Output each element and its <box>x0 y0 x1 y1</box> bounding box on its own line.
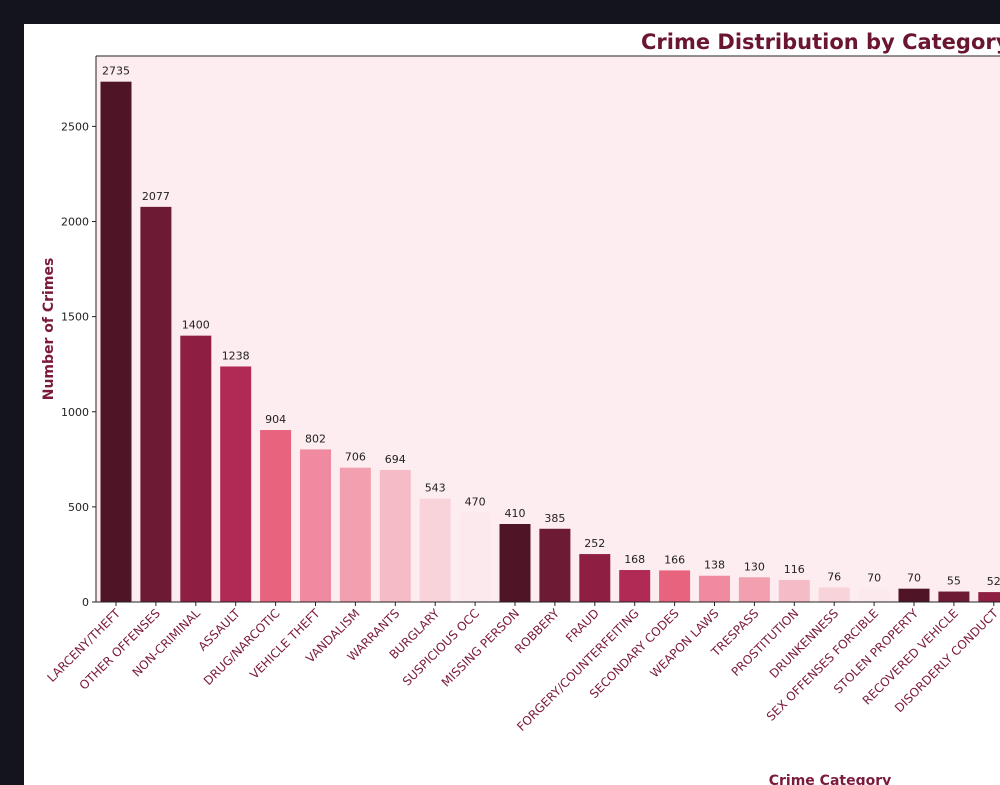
bar-value-label: 2077 <box>142 190 170 203</box>
bar <box>180 335 212 602</box>
y-tick-label: 2000 <box>61 216 89 229</box>
bar <box>419 498 451 602</box>
bar <box>938 591 970 602</box>
bar <box>659 570 691 602</box>
y-tick-label: 500 <box>68 501 89 514</box>
bar-value-label: 166 <box>664 553 685 566</box>
x-axis-label: Crime Category <box>769 773 892 785</box>
bar-value-label: 70 <box>867 572 881 585</box>
bar-value-label: 470 <box>465 496 486 509</box>
bar <box>619 570 651 602</box>
chart-figure: 2735 2077 1400 1238 904 802 706 694 543 470 410 385… <box>24 24 1000 785</box>
bar-value-label: 543 <box>425 482 446 495</box>
bar-value-label: 410 <box>505 507 526 520</box>
bar <box>339 467 371 602</box>
y-axis-ticks: 0 500 1000 1500 2000 2500 <box>61 120 96 609</box>
x-tick-label: DRUNKENNESS <box>767 606 842 681</box>
x-tick-label: ROBBERY <box>512 606 562 656</box>
bar-value-label: 904 <box>265 413 286 426</box>
bar <box>898 588 930 602</box>
bar-value-label: 70 <box>907 572 921 585</box>
bar-series <box>100 81 1000 603</box>
bar-value-label: 1238 <box>222 349 250 362</box>
bar <box>260 430 292 602</box>
bar <box>778 579 810 602</box>
bar-value-label: 130 <box>744 560 765 573</box>
bar <box>699 575 730 602</box>
bar <box>140 206 172 603</box>
bar-value-label: 252 <box>584 537 605 550</box>
bar <box>379 469 411 602</box>
y-axis-label: Number of Crimes <box>41 258 57 401</box>
bar-value-label: 706 <box>345 451 366 464</box>
bar-value-label: 385 <box>544 512 565 525</box>
bar-value-label: 55 <box>947 575 961 588</box>
bar <box>300 449 331 602</box>
bar <box>858 588 890 602</box>
bar-value-label: 76 <box>827 571 841 584</box>
bar <box>499 524 531 602</box>
bar-value-label: 802 <box>305 432 326 445</box>
bar-value-label: 52 <box>987 575 1000 588</box>
window-top-strip <box>0 0 1000 24</box>
bar-chart: 2735 2077 1400 1238 904 802 706 694 543 470 410 385… <box>41 30 1000 785</box>
data-labels: 2735 2077 1400 1238 904 802 706 694 543 470 410 385… <box>102 65 1000 588</box>
bar <box>738 577 770 602</box>
x-tick-label: VEHICLE THEFT <box>247 606 323 682</box>
bar <box>818 587 850 602</box>
x-tick-label: LARCENY/THEFT <box>44 606 123 685</box>
bar-value-label: 2735 <box>102 65 130 78</box>
y-tick-label: 1000 <box>61 406 89 419</box>
bar-value-label: 1400 <box>182 319 210 332</box>
x-tick-label: MISSING PERSON <box>439 606 522 689</box>
bar <box>978 592 1000 602</box>
chart-title: Crime Distribution by Category <box>641 30 1000 54</box>
y-tick-label: 0 <box>82 596 89 609</box>
bar-value-label: 138 <box>704 559 725 572</box>
bar <box>220 366 252 602</box>
bar <box>579 554 611 602</box>
bar <box>459 512 491 602</box>
x-tick-label: WEAPON LAWS <box>647 606 721 680</box>
y-tick-label: 2500 <box>61 120 89 133</box>
bar-value-label: 694 <box>385 453 406 466</box>
x-tick-label: FRAUD <box>563 606 602 645</box>
bar-value-label: 168 <box>624 553 645 566</box>
x-tick-label: NON-CRIMINAL <box>130 606 204 680</box>
y-tick-label: 1500 <box>61 311 89 324</box>
bar <box>100 81 132 602</box>
bar <box>539 528 571 602</box>
bar-value-label: 116 <box>784 563 805 576</box>
